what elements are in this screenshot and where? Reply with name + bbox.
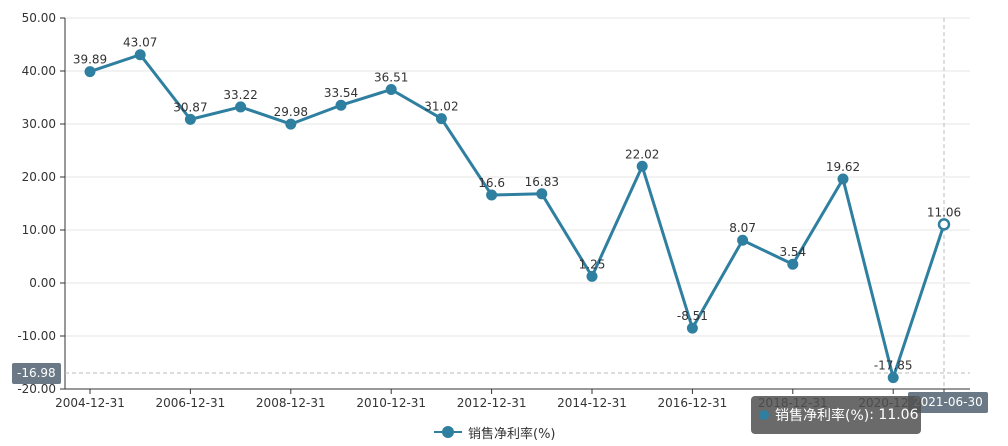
axis-pointer-y-label: -16.98 (12, 363, 61, 384)
series-line-path (89, 53, 946, 380)
y-tick-label: 10.00 (22, 223, 56, 237)
data-point[interactable] (636, 160, 648, 172)
x-tick-label: 2006-12-31 (156, 396, 226, 410)
legend-label: 销售净利率(%) (468, 426, 556, 442)
data-point[interactable] (737, 234, 749, 246)
y-axis-ticks: 50.00 40.00 30.00 20.00 10.00 0.00 -10.00 -20.0… (17, 11, 66, 396)
data-label: 19.62 (826, 160, 860, 174)
data-label: 33.22 (223, 88, 257, 102)
data-labels: 39.89 43.07 30.87 33.22 29.98 33.54 36.51 31.02… (73, 36, 961, 373)
data-label: 1.25 (579, 257, 606, 271)
tooltip: 销售净利率(%) : 11.06 (751, 396, 921, 434)
y-tick-label: 50.00 (22, 11, 56, 25)
data-point[interactable] (536, 188, 548, 200)
y-tick-label: -20.00 (17, 382, 56, 396)
x-tick-label: 2012-12-31 (457, 396, 527, 410)
data-label: 29.98 (274, 105, 308, 119)
data-point[interactable] (235, 101, 247, 113)
data-label: 43.07 (123, 36, 157, 50)
y-tick-label: -10.00 (17, 329, 56, 343)
data-label: -8.51 (677, 309, 708, 323)
data-point[interactable] (787, 258, 799, 270)
data-label: 16.6 (478, 176, 505, 190)
data-label: 39.89 (73, 53, 107, 67)
data-point[interactable] (385, 83, 397, 95)
data-point[interactable] (134, 49, 146, 61)
data-label: 11.06 (927, 205, 961, 219)
data-label: 8.07 (729, 221, 756, 235)
data-point[interactable] (937, 218, 951, 231)
tooltip-value: 11.06 (878, 407, 919, 423)
x-tick-label: 2016-12-31 (658, 396, 728, 410)
data-label: 16.83 (525, 175, 559, 189)
series-points[interactable] (84, 49, 951, 384)
grid-lines (65, 17, 970, 337)
tooltip-series-dot-icon (759, 410, 769, 420)
x-tick-label: 2008-12-31 (256, 396, 326, 410)
x-tick-label: 2014-12-31 (557, 396, 627, 410)
axis-pointer-x-label: 2021-06-30 (908, 392, 988, 413)
tooltip-series-name: 销售净利率(%) (775, 408, 870, 424)
series-line (89, 53, 946, 380)
legend-item[interactable]: 销售净利率(%) (434, 421, 556, 443)
data-label: 31.02 (424, 100, 458, 114)
data-point[interactable] (435, 113, 447, 125)
y-tick-label: 30.00 (22, 117, 56, 131)
x-tick-label: 2010-12-31 (356, 396, 426, 410)
data-label: 33.54 (324, 86, 358, 100)
x-tick-label: 2004-12-31 (55, 396, 125, 410)
data-label: 22.02 (625, 147, 659, 161)
data-point[interactable] (586, 270, 598, 282)
data-point[interactable] (84, 66, 96, 78)
data-label: 36.51 (374, 70, 408, 84)
data-point[interactable] (184, 113, 196, 125)
tooltip-separator: : (869, 407, 879, 423)
legend-line-dot-icon (434, 425, 462, 439)
data-point[interactable] (486, 189, 498, 201)
data-point[interactable] (837, 173, 849, 185)
data-point[interactable] (887, 372, 899, 384)
data-point[interactable] (686, 322, 698, 334)
data-label: 3.54 (779, 245, 806, 259)
y-tick-label: 40.00 (22, 64, 56, 78)
y-tick-label: 20.00 (22, 170, 56, 184)
y-tick-label: 0.00 (29, 276, 56, 290)
data-point[interactable] (335, 99, 347, 111)
crosshair (65, 18, 970, 389)
data-label: -17.85 (874, 359, 913, 373)
data-point[interactable] (285, 118, 297, 130)
data-label: 30.87 (173, 100, 207, 114)
